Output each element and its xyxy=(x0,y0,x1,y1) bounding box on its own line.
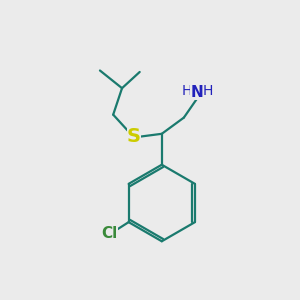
Text: N: N xyxy=(191,85,203,100)
Text: S: S xyxy=(127,127,141,146)
Text: H: H xyxy=(202,84,213,98)
Text: H: H xyxy=(182,84,192,98)
Text: Cl: Cl xyxy=(101,226,118,242)
